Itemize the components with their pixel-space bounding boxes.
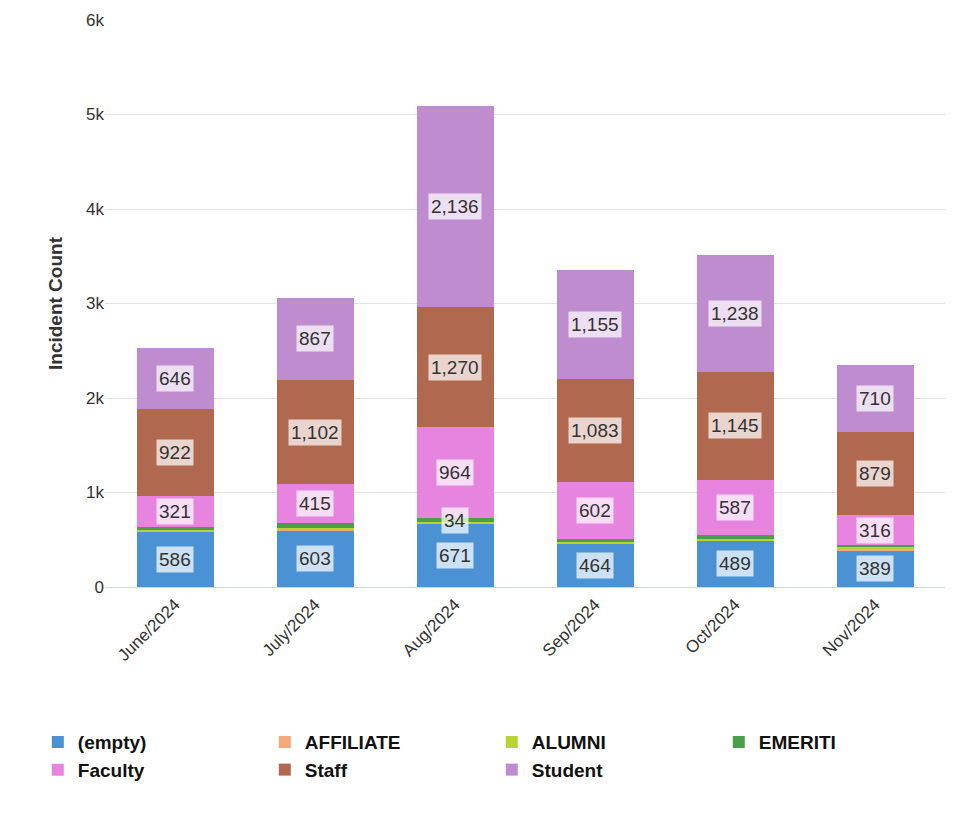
svg-text:July/2024: July/2024 bbox=[259, 595, 324, 660]
svg-text:6k: 6k bbox=[86, 11, 104, 30]
svg-text:671: 671 bbox=[439, 545, 471, 566]
svg-text:34: 34 bbox=[444, 510, 466, 531]
svg-text:Sep/2024: Sep/2024 bbox=[539, 595, 604, 660]
svg-text:389: 389 bbox=[859, 558, 891, 579]
svg-text:1,238: 1,238 bbox=[711, 303, 759, 324]
svg-text:586: 586 bbox=[159, 549, 191, 570]
svg-text:489: 489 bbox=[719, 553, 751, 574]
svg-text:321: 321 bbox=[159, 501, 191, 522]
svg-text:646: 646 bbox=[159, 368, 191, 389]
svg-text:922: 922 bbox=[159, 442, 191, 463]
svg-text:879: 879 bbox=[859, 463, 891, 484]
svg-text:603: 603 bbox=[299, 548, 331, 569]
svg-text:EMERITI: EMERITI bbox=[759, 732, 836, 753]
svg-text:5k: 5k bbox=[86, 105, 104, 124]
svg-text:867: 867 bbox=[299, 328, 331, 349]
svg-text:415: 415 bbox=[299, 493, 331, 514]
svg-text:3k: 3k bbox=[86, 294, 104, 313]
svg-text:1,155: 1,155 bbox=[571, 314, 619, 335]
svg-text:1,102: 1,102 bbox=[291, 422, 339, 443]
svg-text:Faculty: Faculty bbox=[78, 760, 145, 781]
svg-text:Oct/2024: Oct/2024 bbox=[682, 595, 744, 657]
svg-text:464: 464 bbox=[579, 555, 611, 576]
svg-text:Staff: Staff bbox=[305, 760, 348, 781]
svg-text:4k: 4k bbox=[86, 200, 104, 219]
svg-text:0: 0 bbox=[95, 578, 104, 597]
svg-text:Incident Count: Incident Count bbox=[45, 236, 66, 370]
svg-text:1,270: 1,270 bbox=[431, 357, 479, 378]
svg-text:ALUMNI: ALUMNI bbox=[532, 732, 606, 753]
svg-text:Student: Student bbox=[532, 760, 603, 781]
svg-text:2,136: 2,136 bbox=[431, 196, 479, 217]
svg-text:2k: 2k bbox=[86, 389, 104, 408]
svg-text:1k: 1k bbox=[86, 483, 104, 502]
svg-text:1,083: 1,083 bbox=[571, 420, 619, 441]
svg-text:AFFILIATE: AFFILIATE bbox=[305, 732, 401, 753]
svg-text:June/2024: June/2024 bbox=[114, 595, 184, 665]
svg-text:964: 964 bbox=[439, 462, 471, 483]
svg-text:Nov/2024: Nov/2024 bbox=[819, 595, 884, 660]
svg-text:602: 602 bbox=[579, 500, 611, 521]
svg-text:Aug/2024: Aug/2024 bbox=[399, 595, 464, 660]
svg-text:316: 316 bbox=[859, 520, 891, 541]
svg-text:710: 710 bbox=[859, 388, 891, 409]
svg-text:587: 587 bbox=[719, 497, 751, 518]
svg-text:(empty): (empty) bbox=[78, 732, 147, 753]
svg-text:1,145: 1,145 bbox=[711, 415, 759, 436]
